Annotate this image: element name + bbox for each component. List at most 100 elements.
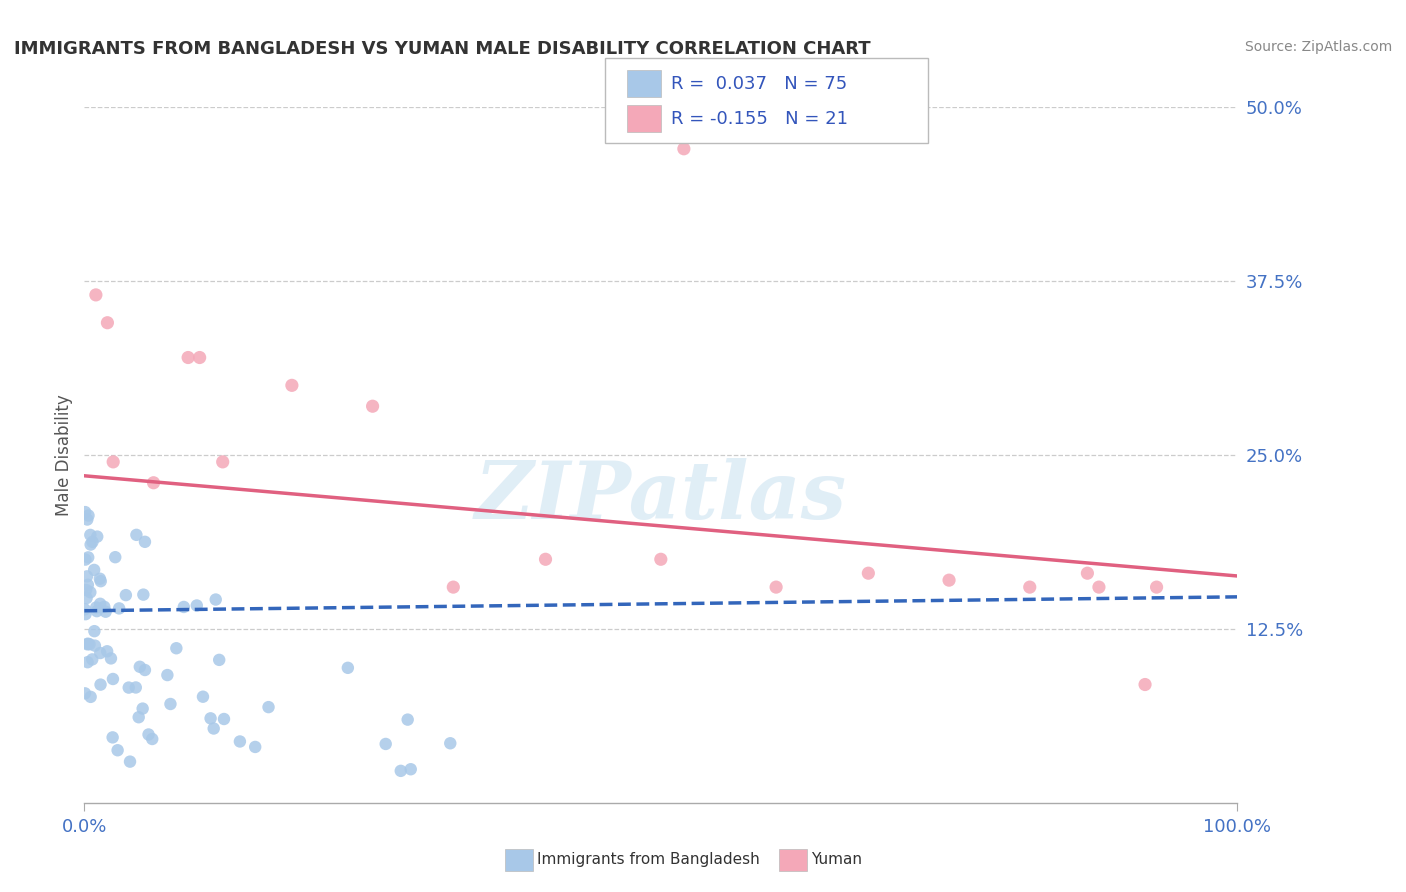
- Point: [101, 672, 124, 686]
- Point: [108, 601, 131, 615]
- Point: [73, 602, 96, 616]
- Point: [229, 734, 252, 748]
- Point: [89, 646, 111, 660]
- Point: [765, 580, 787, 594]
- Point: [396, 713, 419, 727]
- Point: [96, 316, 118, 330]
- Point: [208, 653, 231, 667]
- Point: [84, 600, 107, 615]
- Point: [76, 655, 98, 669]
- Point: [79, 690, 101, 704]
- Point: [439, 736, 461, 750]
- Point: [134, 663, 156, 677]
- Point: [257, 700, 280, 714]
- Point: [76, 591, 98, 605]
- Point: [76, 637, 98, 651]
- Point: [118, 755, 141, 769]
- Point: [107, 743, 129, 757]
- Point: [141, 731, 163, 746]
- Point: [1076, 566, 1098, 581]
- Text: Source: ZipAtlas.com: Source: ZipAtlas.com: [1244, 40, 1392, 54]
- Point: [77, 508, 100, 523]
- Point: [75, 505, 97, 519]
- Point: [1018, 580, 1040, 594]
- Point: [100, 651, 122, 665]
- Y-axis label: Male Disability: Male Disability: [55, 394, 73, 516]
- Point: [89, 572, 111, 586]
- Point: [101, 731, 124, 745]
- Point: [83, 624, 105, 639]
- Point: [76, 512, 98, 526]
- Point: [186, 599, 208, 613]
- Point: [1146, 580, 1168, 594]
- Point: [204, 592, 226, 607]
- Point: [94, 605, 117, 619]
- Point: [1133, 677, 1156, 691]
- Point: [76, 569, 98, 583]
- Point: [86, 530, 108, 544]
- Point: [79, 537, 101, 551]
- Point: [86, 604, 108, 618]
- Point: [650, 552, 672, 566]
- Point: [84, 288, 107, 302]
- Point: [212, 712, 235, 726]
- Point: [281, 378, 304, 392]
- Point: [76, 637, 98, 651]
- Point: [77, 550, 100, 565]
- Point: [1088, 580, 1111, 594]
- Point: [115, 588, 138, 602]
- Point: [159, 697, 181, 711]
- Point: [938, 573, 960, 587]
- Point: [125, 681, 148, 695]
- Point: [177, 351, 200, 365]
- Point: [75, 582, 97, 597]
- Point: [138, 727, 160, 741]
- Point: [173, 599, 195, 614]
- Text: Yuman: Yuman: [811, 853, 862, 867]
- Point: [83, 639, 105, 653]
- Point: [118, 681, 141, 695]
- Point: [79, 528, 101, 542]
- Point: [75, 607, 97, 622]
- Point: [82, 652, 104, 666]
- Point: [125, 528, 148, 542]
- Point: [672, 142, 695, 156]
- Text: ZIPatlas: ZIPatlas: [475, 458, 846, 535]
- Point: [134, 534, 156, 549]
- Point: [83, 563, 105, 577]
- Point: [245, 739, 267, 754]
- Point: [534, 552, 557, 566]
- Text: IMMIGRANTS FROM BANGLADESH VS YUMAN MALE DISABILITY CORRELATION CHART: IMMIGRANTS FROM BANGLADESH VS YUMAN MALE…: [14, 40, 870, 58]
- Point: [73, 686, 96, 700]
- Point: [156, 668, 179, 682]
- Point: [89, 597, 111, 611]
- Point: [441, 580, 464, 594]
- Point: [75, 552, 97, 566]
- Point: [128, 710, 150, 724]
- Text: Immigrants from Bangladesh: Immigrants from Bangladesh: [537, 853, 759, 867]
- Point: [211, 455, 233, 469]
- Point: [361, 399, 384, 413]
- Point: [858, 566, 880, 581]
- Point: [79, 637, 101, 651]
- Point: [132, 588, 155, 602]
- Point: [93, 599, 115, 614]
- Text: R = -0.155   N = 21: R = -0.155 N = 21: [671, 110, 848, 128]
- Point: [188, 351, 211, 365]
- Point: [82, 535, 104, 549]
- Point: [96, 644, 118, 658]
- Point: [389, 764, 412, 778]
- Point: [79, 585, 101, 599]
- Point: [90, 678, 112, 692]
- Point: [399, 762, 422, 776]
- Point: [131, 701, 153, 715]
- Point: [374, 737, 396, 751]
- Point: [142, 475, 165, 490]
- Point: [202, 722, 225, 736]
- Point: [191, 690, 214, 704]
- Point: [76, 578, 98, 592]
- Text: R =  0.037   N = 75: R = 0.037 N = 75: [671, 75, 846, 93]
- Point: [103, 455, 124, 469]
- Point: [336, 661, 359, 675]
- Point: [200, 711, 222, 725]
